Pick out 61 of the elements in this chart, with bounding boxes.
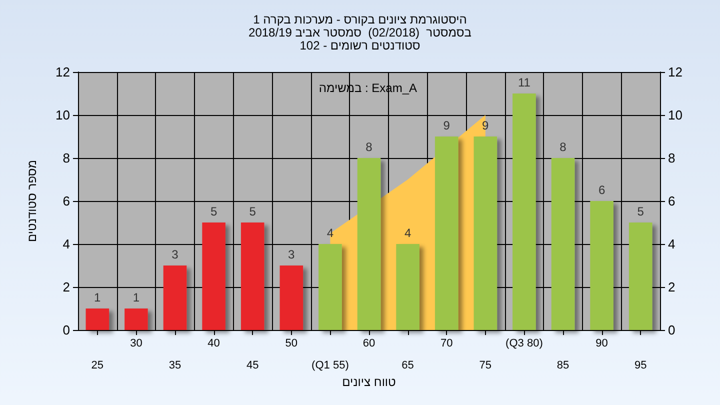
x-tick-label: 35 <box>168 360 182 372</box>
y2-tick-label: 8 <box>668 150 676 166</box>
y-tick-label: 4 <box>62 236 70 252</box>
y2-tick-label: 4 <box>668 236 676 252</box>
data-label: 4 <box>404 226 412 240</box>
bar <box>124 308 148 330</box>
bar <box>318 244 342 330</box>
data-label: 5 <box>249 204 256 218</box>
bar <box>474 136 498 330</box>
y-tick-label: 12 <box>56 64 70 80</box>
y2-tick-label: 6 <box>668 194 676 208</box>
bar <box>163 266 187 330</box>
y-tick-label: 8 <box>62 150 70 166</box>
x-tick-label: 25 <box>91 360 104 372</box>
data-label: 11 <box>518 76 531 90</box>
x-tick-label: 40 <box>208 338 220 350</box>
x-tick-label: 65 <box>402 360 414 372</box>
bar <box>551 158 575 330</box>
bar <box>628 222 652 330</box>
chart-title: היסטוגרמת ציונים בקורס - מערכות בקרה 1 בסמסטר (02/2018) סמסטר אביב 2018/19 סטודנטים רשומים - 102 <box>248 12 472 52</box>
bar <box>202 222 226 330</box>
x-axis-title: טווח ציונים <box>342 375 396 389</box>
x-tick-label: 60 <box>362 338 376 350</box>
x-tick-label: 30 <box>130 338 142 350</box>
x-tick-label: (Q3 80) <box>506 338 543 350</box>
y-axis-title: מספר סטודנטים <box>25 160 39 242</box>
bar <box>434 136 458 330</box>
y-tick-label: 10 <box>56 108 70 122</box>
data-label: 3 <box>172 248 179 262</box>
x-tick-label: 50 <box>285 338 298 350</box>
x-tick-label: 85 <box>556 360 570 372</box>
bar <box>240 222 264 330</box>
data-label: 8 <box>366 140 373 154</box>
data-label: 3 <box>288 248 296 262</box>
data-label: 6 <box>598 183 606 197</box>
x-tick-label: 45 <box>246 360 259 372</box>
data-label: 1 <box>132 290 140 304</box>
x-tick-label: (Q1 55) <box>312 360 349 372</box>
bar <box>396 244 420 330</box>
y-tick-label: 0 <box>62 322 70 338</box>
y2-tick-label: 10 <box>668 108 682 122</box>
y2-tick-label: 2 <box>668 280 676 294</box>
x-tick-label: 70 <box>440 338 453 350</box>
y-tick-label: 2 <box>62 280 70 294</box>
bar <box>512 94 536 330</box>
data-label: 5 <box>637 204 644 218</box>
data-label: 9 <box>443 118 450 132</box>
y-tick-label: 6 <box>62 194 70 208</box>
y2-tick-label: 12 <box>668 64 682 80</box>
data-label: 5 <box>210 204 218 218</box>
bar <box>280 266 304 330</box>
x-tick-label: 90 <box>596 338 608 350</box>
data-label: 9 <box>482 118 490 132</box>
data-label: 8 <box>560 140 567 154</box>
data-label: 1 <box>94 290 102 304</box>
bar <box>590 201 614 330</box>
bar <box>86 308 110 330</box>
bar <box>357 158 381 330</box>
x-tick-label: 95 <box>634 360 647 372</box>
y2-tick-label: 0 <box>668 322 676 338</box>
x-tick-label: 75 <box>479 360 492 372</box>
